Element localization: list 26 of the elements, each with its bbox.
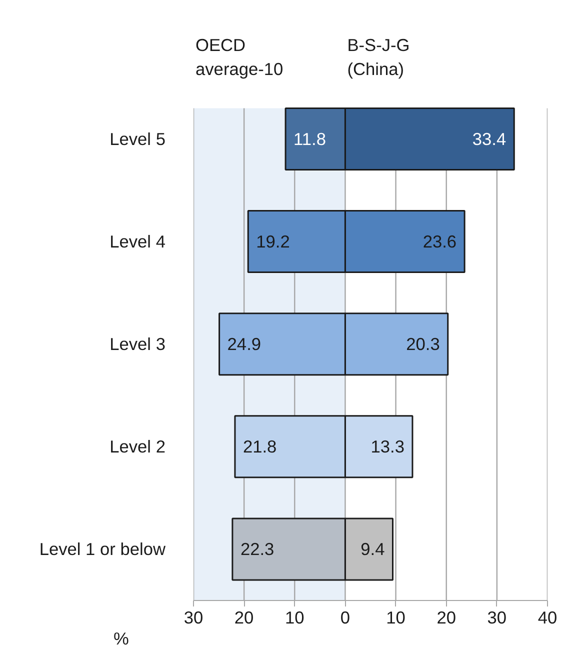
data-label: 20.3	[406, 334, 440, 354]
data-label: 33.4	[472, 128, 506, 149]
series-label: OECD average-10	[196, 34, 284, 79]
series-label: B-S-J-G (China)	[347, 34, 410, 79]
x-axis-title: %	[114, 628, 129, 648]
y-tick-label: Level 3	[110, 334, 166, 354]
y-tick-label: Level 4	[110, 232, 166, 252]
data-label: 23.6	[422, 232, 457, 252]
x-tick-label: 20	[234, 608, 254, 628]
x-tick-label: 20	[436, 608, 456, 628]
x-tick-label: 30	[184, 608, 204, 628]
x-tick-label: 40	[538, 608, 558, 628]
data-label: 21.8	[242, 436, 277, 457]
y-tick-label: Level 5	[110, 128, 166, 149]
data-label: 11.8	[294, 128, 326, 149]
data-label: 19.2	[256, 232, 290, 252]
x-tick-label: 0	[340, 608, 350, 628]
y-tick-label: Level 1 or below	[39, 539, 166, 560]
data-label: 9.4	[360, 539, 386, 560]
data-label: 22.3	[240, 539, 274, 560]
x-tick-label: 10	[285, 608, 304, 628]
x-tick-label: 30	[487, 608, 507, 628]
data-label: 13.3	[370, 436, 404, 457]
data-label: 24.9	[227, 334, 262, 354]
x-tick-label: 10	[386, 608, 406, 628]
y-tick-label: Level 2	[110, 436, 166, 457]
